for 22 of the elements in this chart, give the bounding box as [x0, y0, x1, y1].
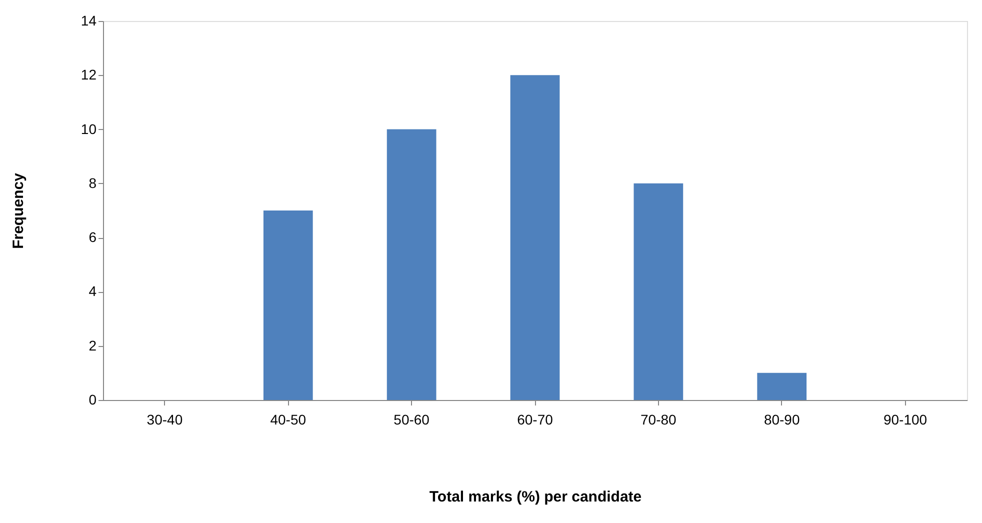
bar: [510, 75, 560, 400]
y-tick-label: 6: [88, 229, 97, 246]
x-tick-label: 50-60: [394, 412, 430, 428]
y-tick-label: 14: [80, 12, 97, 28]
x-tick-label: 90-100: [883, 412, 928, 428]
y-tick-label: 2: [88, 337, 97, 354]
y-tick-label: 4: [88, 283, 97, 300]
y-tick-label: 12: [80, 66, 97, 83]
y-tick-label: 8: [88, 174, 97, 191]
x-tick-label: 30-40: [146, 412, 183, 428]
bar: [634, 183, 684, 400]
x-tick-label: 80-90: [764, 412, 800, 428]
bar: [386, 129, 436, 400]
bar: [263, 210, 313, 400]
x-axis-title: Total marks (%) per candidate: [429, 488, 642, 506]
y-axis-title: Frequency: [10, 172, 27, 249]
bar: [757, 372, 807, 400]
y-tick-label: 0: [88, 392, 97, 408]
x-tick-label: 40-50: [270, 412, 306, 428]
x-tick-label: 70-80: [640, 412, 677, 428]
y-tick-label: 10: [80, 120, 97, 137]
x-tick-label: 60-70: [517, 412, 554, 428]
